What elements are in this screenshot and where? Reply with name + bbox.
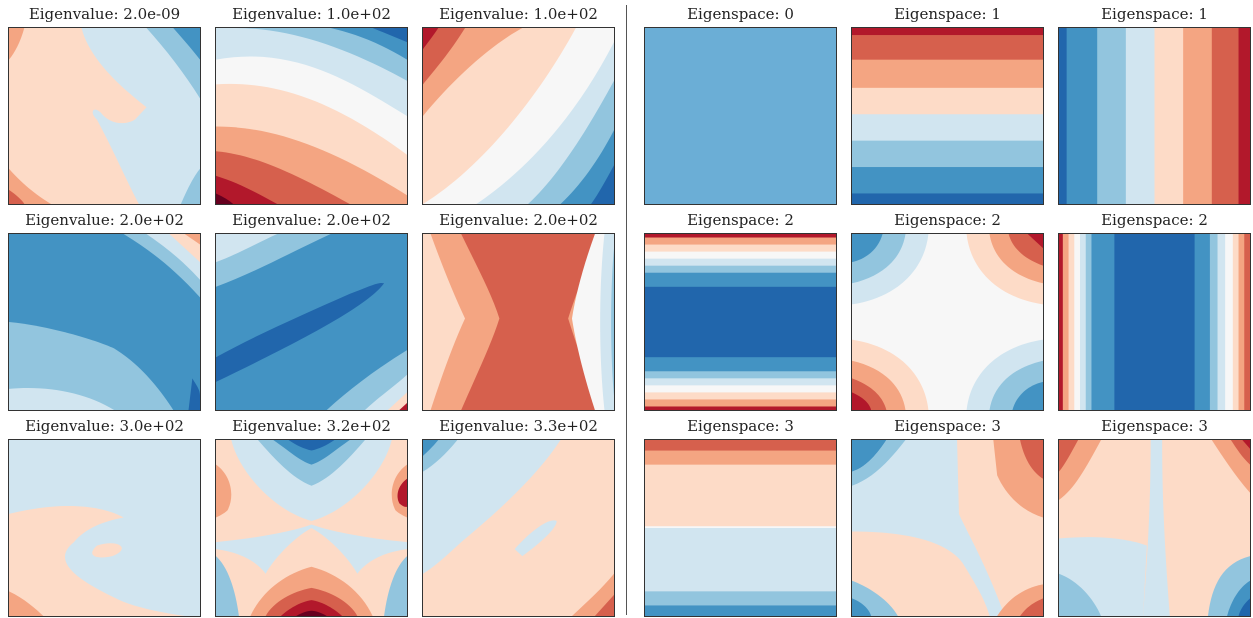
eigenspace-panel-contour-field [1059, 440, 1250, 616]
eigenvalue-panel-title: Eigenvalue: 2.0e+02 [232, 211, 391, 229]
eigenspace-panel-title: Eigenspace: 2 [687, 211, 794, 229]
eigenvalue-panel-title: Eigenvalue: 3.3e+02 [439, 417, 598, 435]
eigenvalue-panel-plot [215, 27, 408, 205]
eigenspace-panel-plot [851, 439, 1044, 617]
group-divider [626, 5, 627, 615]
eigenvalue-panel-plot [422, 27, 615, 205]
eigenspace-panel-contour-field [852, 440, 1043, 616]
eigenvalue-panel-plot [215, 439, 408, 617]
eigenvalue-panel-contour-field [423, 440, 614, 616]
eigenspace-panel-plot [851, 233, 1044, 411]
eigenspace-panel-title: Eigenspace: 1 [1101, 5, 1208, 23]
eigenvalue-panel-title: Eigenvalue: 1.0e+02 [232, 5, 391, 23]
eigenspace-panel-title: Eigenspace: 2 [1101, 211, 1208, 229]
eigenvalue-panel-plot [8, 27, 201, 205]
eigenvalue-panel-contour-field [9, 28, 200, 204]
eigenspace-panel-contour-field [645, 234, 836, 410]
eigenvalue-panel-title: Eigenvalue: 2.0e-09 [28, 5, 181, 23]
eigenvalue-panel-plot [422, 233, 615, 411]
eigenspace-panel-contour-field [852, 28, 1043, 204]
eigenspace-panel-contour-field [645, 28, 836, 204]
eigenvalue-panel-title: Eigenvalue: 2.0e+02 [439, 211, 598, 229]
eigenvalue-panel-contour-field [423, 234, 614, 410]
eigenvalue-panel-contour-field [216, 28, 407, 204]
eigenvalue-panel-plot [8, 233, 201, 411]
eigenspace-panel-title: Eigenspace: 2 [894, 211, 1001, 229]
eigenspace-panel-title: Eigenspace: 3 [894, 417, 1001, 435]
eigenspace-panel-plot [644, 27, 837, 205]
eigenspace-panel-plot [644, 439, 837, 617]
eigenspace-panel-contour-field [1059, 28, 1250, 204]
eigenspace-panel-title: Eigenspace: 3 [1101, 417, 1208, 435]
eigenspace-panel-plot [644, 233, 837, 411]
eigenspace-panel-contour-field [645, 440, 836, 616]
eigenvalue-panel-title: Eigenvalue: 3.2e+02 [232, 417, 391, 435]
eigenspace-panel-title: Eigenspace: 3 [687, 417, 794, 435]
eigenvalue-panel-contour-field [216, 234, 407, 410]
eigenspace-panel-title: Eigenspace: 0 [687, 5, 794, 23]
eigenvalue-panel-plot [422, 439, 615, 617]
eigenvalue-panel-plot [215, 233, 408, 411]
eigenvalue-panel-title: Eigenvalue: 1.0e+02 [439, 5, 598, 23]
eigenvalue-panel-title: Eigenvalue: 3.0e+02 [25, 417, 184, 435]
eigenvalue-panel-title: Eigenvalue: 2.0e+02 [25, 211, 184, 229]
eigenspace-panel-plot [1058, 233, 1251, 411]
eigenvalue-panel-contour-field [9, 234, 200, 410]
eigenspace-panel-plot [1058, 439, 1251, 617]
eigenspace-panel-contour-field [852, 234, 1043, 410]
eigenspace-panel-contour-field [1059, 234, 1250, 410]
eigenspace-panel-plot [851, 27, 1044, 205]
eigenvalue-panel-contour-field [9, 440, 200, 616]
eigenspace-panel-title: Eigenspace: 1 [894, 5, 1001, 23]
eigenspace-panel-plot [1058, 27, 1251, 205]
eigenvalue-panel-contour-field [216, 440, 407, 616]
eigenvalue-panel-plot [8, 439, 201, 617]
eigenvalue-panel-contour-field [423, 28, 614, 204]
